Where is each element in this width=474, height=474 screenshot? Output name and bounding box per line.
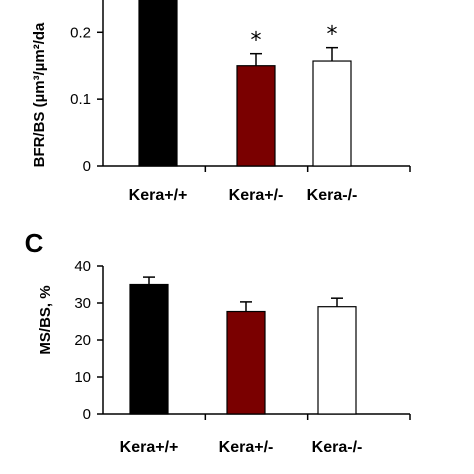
panel-label-c: C: [25, 228, 44, 258]
bfr-category-label: Kera-/-: [307, 187, 358, 204]
ms-bar-2: [226, 310, 266, 415]
bfr-category-label: Kera+/-: [229, 187, 284, 204]
bfr-bs-chart: 00.10.20.3Kera+/+Kera+/-*Kera-/-*BFR/BS …: [31, 0, 411, 204]
bfr-significance-star: *: [327, 23, 338, 48]
ms-y-tick-label: 40: [74, 258, 91, 275]
ms-bar-3: [317, 306, 357, 415]
ms-category-label: Kera-/-: [312, 439, 363, 456]
bfr-y-tick-label: 0.2: [70, 24, 91, 41]
ms-y-axis-label: MS/BS, %: [37, 285, 54, 354]
ms-y-tick-label: 20: [74, 332, 91, 349]
bfr-category-label: Kera+/+: [129, 187, 188, 204]
bfr-y-tick-label: 0.1: [70, 91, 91, 108]
bfr-significance-star: *: [251, 29, 262, 54]
ms-bs-chart: 0 10 20 30 40 Kera+/+ Kera+/- Kera-/- MS/BS, % C: [25, 228, 411, 456]
bfr-y-axis-label: BFR/BS (µm³/µm²/da: [31, 22, 48, 167]
bfr-bar-1: [138, 0, 178, 167]
ms-y-tick-label: 30: [74, 295, 91, 312]
ms-category-label: Kera+/-: [219, 439, 274, 456]
bfr-bar-2: [236, 65, 276, 167]
bfr-y-tick-label: 0: [83, 158, 91, 175]
ms-y-tick-label: 0: [83, 406, 91, 423]
ms-y-tick-label: 10: [74, 369, 91, 386]
ms-bar-1: [129, 283, 169, 415]
ms-category-label: Kera+/+: [120, 439, 179, 456]
bfr-bar-3: [312, 60, 352, 167]
